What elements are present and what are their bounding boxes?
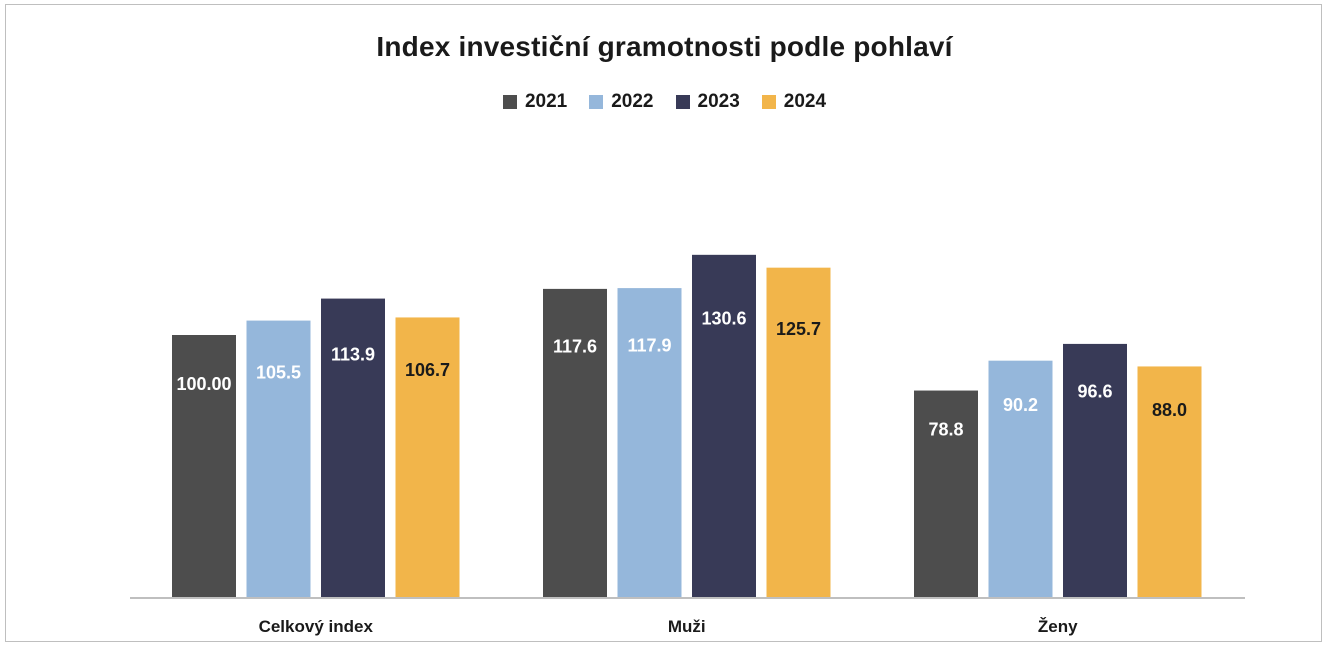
bar-2023-0 <box>321 298 385 597</box>
bar-value-label: 78.8 <box>928 420 963 440</box>
bar-2021-2 <box>914 390 978 597</box>
legend-item-2024: 2024 <box>761 91 827 113</box>
bar-2024-2 <box>1137 366 1202 597</box>
chart-legend: 2021 2022 2023 2024 <box>6 91 1323 113</box>
bar-2022-1 <box>617 288 682 597</box>
bar-2023-2 <box>1063 343 1127 597</box>
legend-swatch-2022 <box>589 95 604 109</box>
bar-value-label: 90.2 <box>1003 395 1038 415</box>
bar-value-label: 130.6 <box>701 308 746 328</box>
bar-value-label: 106.7 <box>405 360 450 380</box>
chart-title: Index investiční gramotnosti podle pohla… <box>376 31 953 62</box>
legend-swatch-2023 <box>675 95 690 109</box>
legend-label-2023: 2023 <box>697 91 740 112</box>
category-label: Ženy <box>1038 617 1078 636</box>
legend-swatch-2024 <box>761 95 776 109</box>
bar-2022-2 <box>988 360 1053 597</box>
legend-label-2021: 2021 <box>524 91 568 112</box>
bar-2023-1 <box>692 254 756 597</box>
bar-value-label: 113.9 <box>331 344 375 364</box>
legend-label-2024: 2024 <box>783 91 827 112</box>
legend-label-2022: 2022 <box>611 91 654 112</box>
legend-item-2022: 2022 <box>589 91 654 113</box>
bar-2022-0 <box>246 320 311 597</box>
bar-2021-1 <box>543 288 607 597</box>
bar-2024-0 <box>395 317 460 597</box>
bar-value-label: 105.5 <box>256 362 301 382</box>
bar-value-label: 88.0 <box>1152 400 1187 420</box>
legend-item-2023: 2023 <box>675 91 740 113</box>
bar-value-label: 96.6 <box>1077 381 1112 401</box>
legend-swatch-2021 <box>502 95 517 109</box>
category-label: Celkový index <box>259 617 374 636</box>
bar-2024-1 <box>766 267 831 597</box>
bar-value-label: 117.6 <box>553 336 597 356</box>
bar-value-label: 125.7 <box>776 319 821 339</box>
bar-value-label: 117.9 <box>627 336 671 356</box>
category-label: Muži <box>668 617 706 636</box>
legend-item-2021: 2021 <box>502 91 568 113</box>
bar-value-label: 100.00 <box>176 374 231 394</box>
bar-2021-0 <box>172 335 236 597</box>
